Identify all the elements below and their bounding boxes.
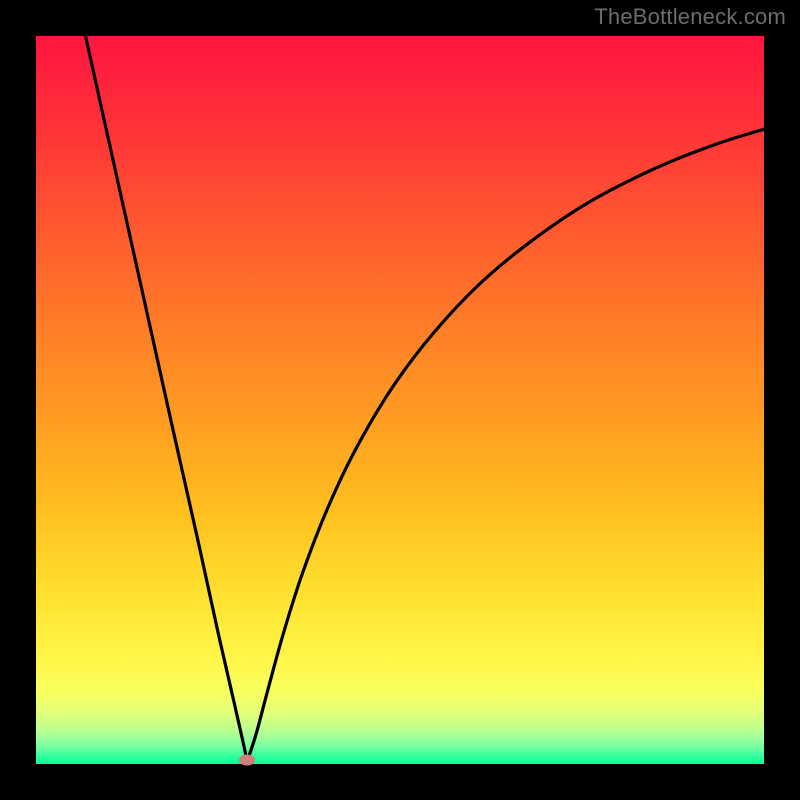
watermark-text: TheBottleneck.com	[594, 4, 786, 30]
minimum-dot	[239, 755, 255, 766]
plot-area	[36, 36, 764, 764]
bottleneck-curve	[86, 36, 765, 761]
curve-svg	[36, 36, 764, 764]
